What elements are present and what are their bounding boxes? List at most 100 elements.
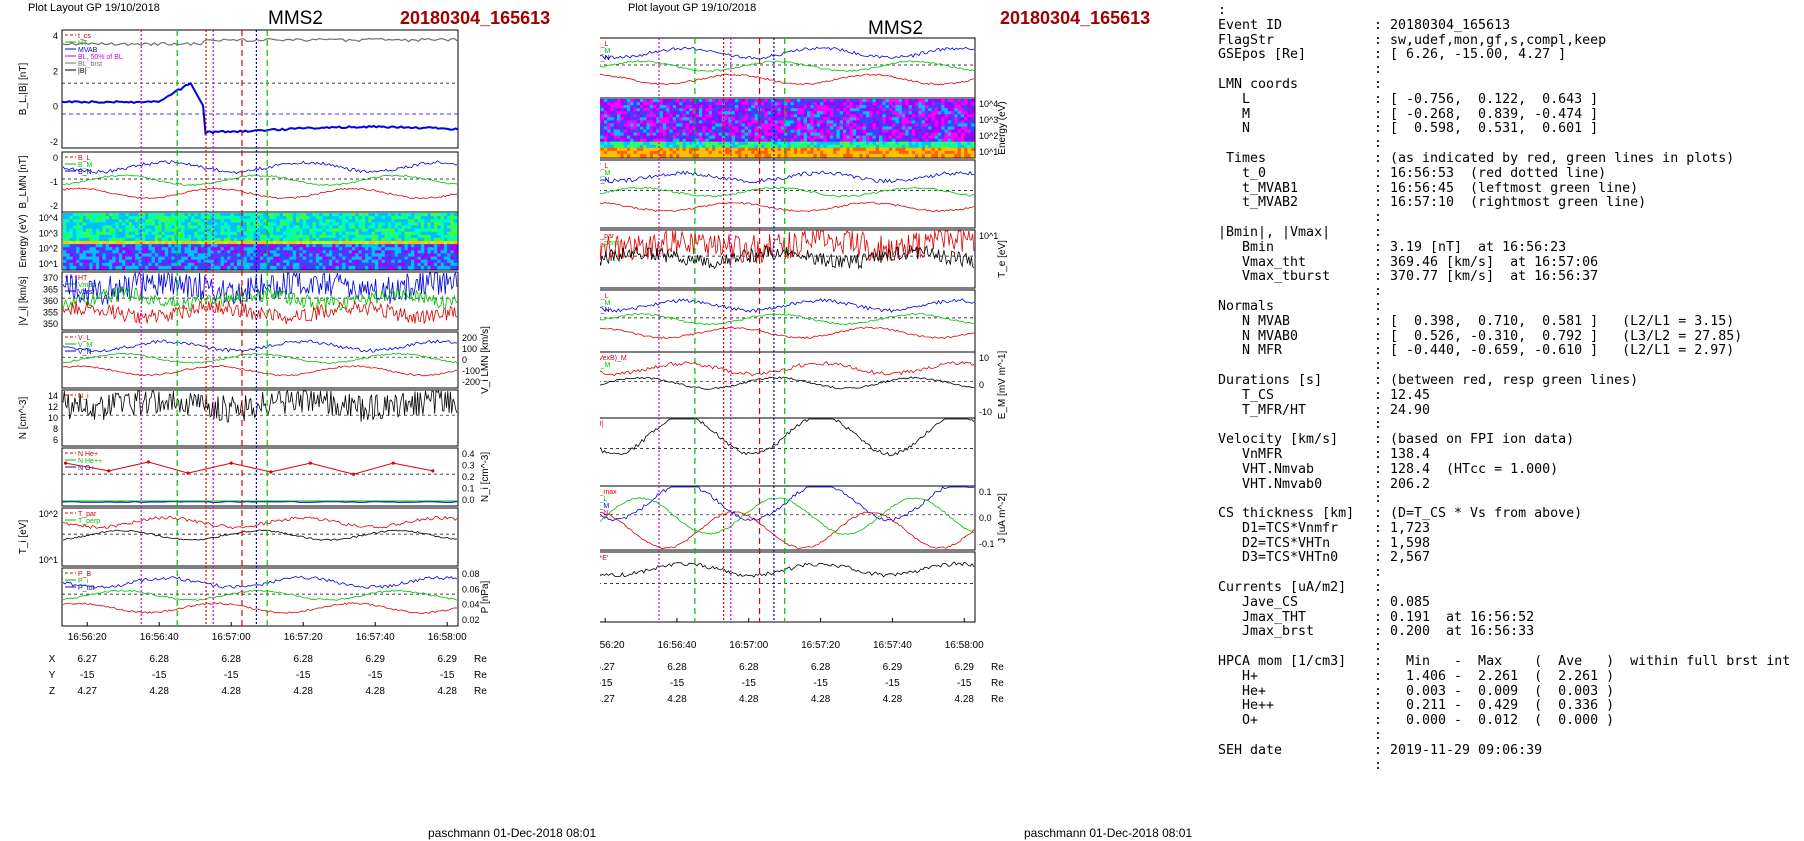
spectrogram-cell [911, 108, 916, 112]
spectrogram-cell [250, 253, 255, 258]
spectrogram-cell [269, 259, 274, 264]
spectrogram-cell [738, 138, 743, 143]
spectrogram-cell [744, 144, 749, 149]
spectrogram-cell [892, 117, 896, 121]
spectrogram-cell [82, 237, 87, 242]
spectrogram-cell [941, 138, 946, 143]
spectrogram-cell [240, 247, 245, 251]
spectrogram-cell [315, 265, 320, 270]
spectrogram-cell [770, 150, 775, 155]
spectrogram-cell [957, 147, 962, 152]
spectrogram-cell [253, 262, 258, 267]
spectrogram-cell [712, 99, 716, 103]
x-tick-label: 16:57:00 [212, 632, 251, 643]
spectrogram-cell [309, 213, 314, 217]
spectrogram-cell [721, 147, 726, 152]
spectrogram-cell [944, 123, 949, 128]
info-colon: : [1374, 698, 1383, 714]
spectrogram-cell [888, 99, 893, 103]
spectrogram-cell [695, 141, 700, 146]
legend-label: N_i [78, 393, 89, 400]
info-value: [ 6.26, -15.00, 4.27 ] [1390, 47, 1567, 63]
spectrogram-cell [391, 216, 396, 220]
spectrogram-cell [420, 234, 425, 239]
spectrogram-cell [128, 213, 133, 217]
spectrogram-cell [928, 99, 932, 103]
spectrogram-cell [197, 219, 202, 223]
spectrogram-cell [813, 153, 818, 158]
spectrogram-cell [361, 256, 366, 261]
spectrogram-cell [649, 114, 654, 118]
spectrogram-cell [112, 213, 117, 217]
y-tick-label: 10^1 [979, 231, 998, 241]
spectrogram-cell [761, 105, 765, 109]
spectrogram-cell [194, 222, 199, 226]
spectrogram-cell [217, 256, 222, 261]
spectrogram-cell [967, 138, 972, 143]
spectrogram-cell [676, 132, 680, 137]
info-key: t_MVAB2 [1218, 195, 1299, 211]
spectrogram-cell [283, 237, 287, 242]
spectrogram-cell [141, 256, 146, 261]
spectrogram-cell [679, 102, 684, 106]
spectrogram-cell [424, 225, 429, 230]
spectrogram-cell [437, 228, 442, 233]
spectrogram-cell [659, 105, 664, 109]
spectrogram-cell [734, 120, 739, 125]
spectrogram-cell [76, 234, 80, 239]
spectrogram-cell [401, 253, 406, 258]
spectrogram-cell [895, 141, 900, 146]
spectrogram-cell [692, 120, 697, 125]
spectrogram-cell [171, 247, 176, 251]
pos-value: -15 [885, 678, 900, 689]
spectrogram-cell [901, 111, 906, 115]
spectrogram-cell [695, 138, 700, 143]
spectrogram-cell [744, 108, 749, 112]
spectrogram-cell [705, 117, 710, 121]
spectrogram-cell [666, 111, 670, 115]
spectrogram-cell [685, 111, 690, 115]
spectrogram-cell [712, 150, 716, 155]
spectrogram-cell [338, 219, 343, 223]
spectrogram-cell [299, 228, 304, 233]
spectrogram-cell [427, 225, 432, 230]
spectrogram-cell [892, 108, 896, 112]
spectrogram-cell [901, 102, 906, 106]
spectrogram-cell [712, 123, 716, 128]
spectrogram-cell [63, 234, 67, 239]
spectrogram-cell [112, 237, 117, 242]
spectrogram-cell [613, 99, 618, 103]
spectrogram-cell [220, 247, 225, 251]
spectrogram-cell [938, 144, 942, 149]
spectrogram-cell [787, 135, 792, 140]
spectrogram-cell [810, 120, 815, 125]
spectrogram-cell [158, 262, 163, 267]
spectrogram-cell [66, 219, 71, 223]
panel-ylabel: B_L,|B| [nT] [18, 63, 29, 116]
spectrogram-cell [332, 219, 337, 223]
spectrogram-cell [744, 102, 749, 106]
spectrogram-cell [306, 244, 310, 248]
spectrogram-cell [643, 120, 648, 125]
spectrogram-cell [289, 241, 294, 245]
spectrogram-cell [944, 129, 949, 134]
spectrogram-cell [348, 256, 353, 261]
spectrogram-cell [780, 138, 785, 143]
spectrogram-cell [702, 126, 707, 131]
spectrogram-cell [947, 120, 952, 125]
spectrogram-cell [194, 244, 199, 248]
spectrogram-cell [397, 259, 402, 264]
spectrogram-cell [790, 153, 795, 158]
spectrogram-cell [954, 105, 959, 109]
spectrogram-cell [368, 241, 373, 245]
spectrogram-cell [161, 216, 166, 220]
spectrogram-cell [89, 222, 94, 226]
spectrogram-cell [826, 141, 831, 146]
spectrogram-cell [970, 135, 975, 140]
spectrogram-cell [269, 231, 274, 236]
spectrogram-cell [407, 247, 412, 251]
spectrogram-cell [600, 126, 605, 131]
spectrogram-cell [633, 123, 638, 128]
spectrogram-cell [705, 150, 710, 155]
spectrogram-cell [164, 262, 169, 267]
